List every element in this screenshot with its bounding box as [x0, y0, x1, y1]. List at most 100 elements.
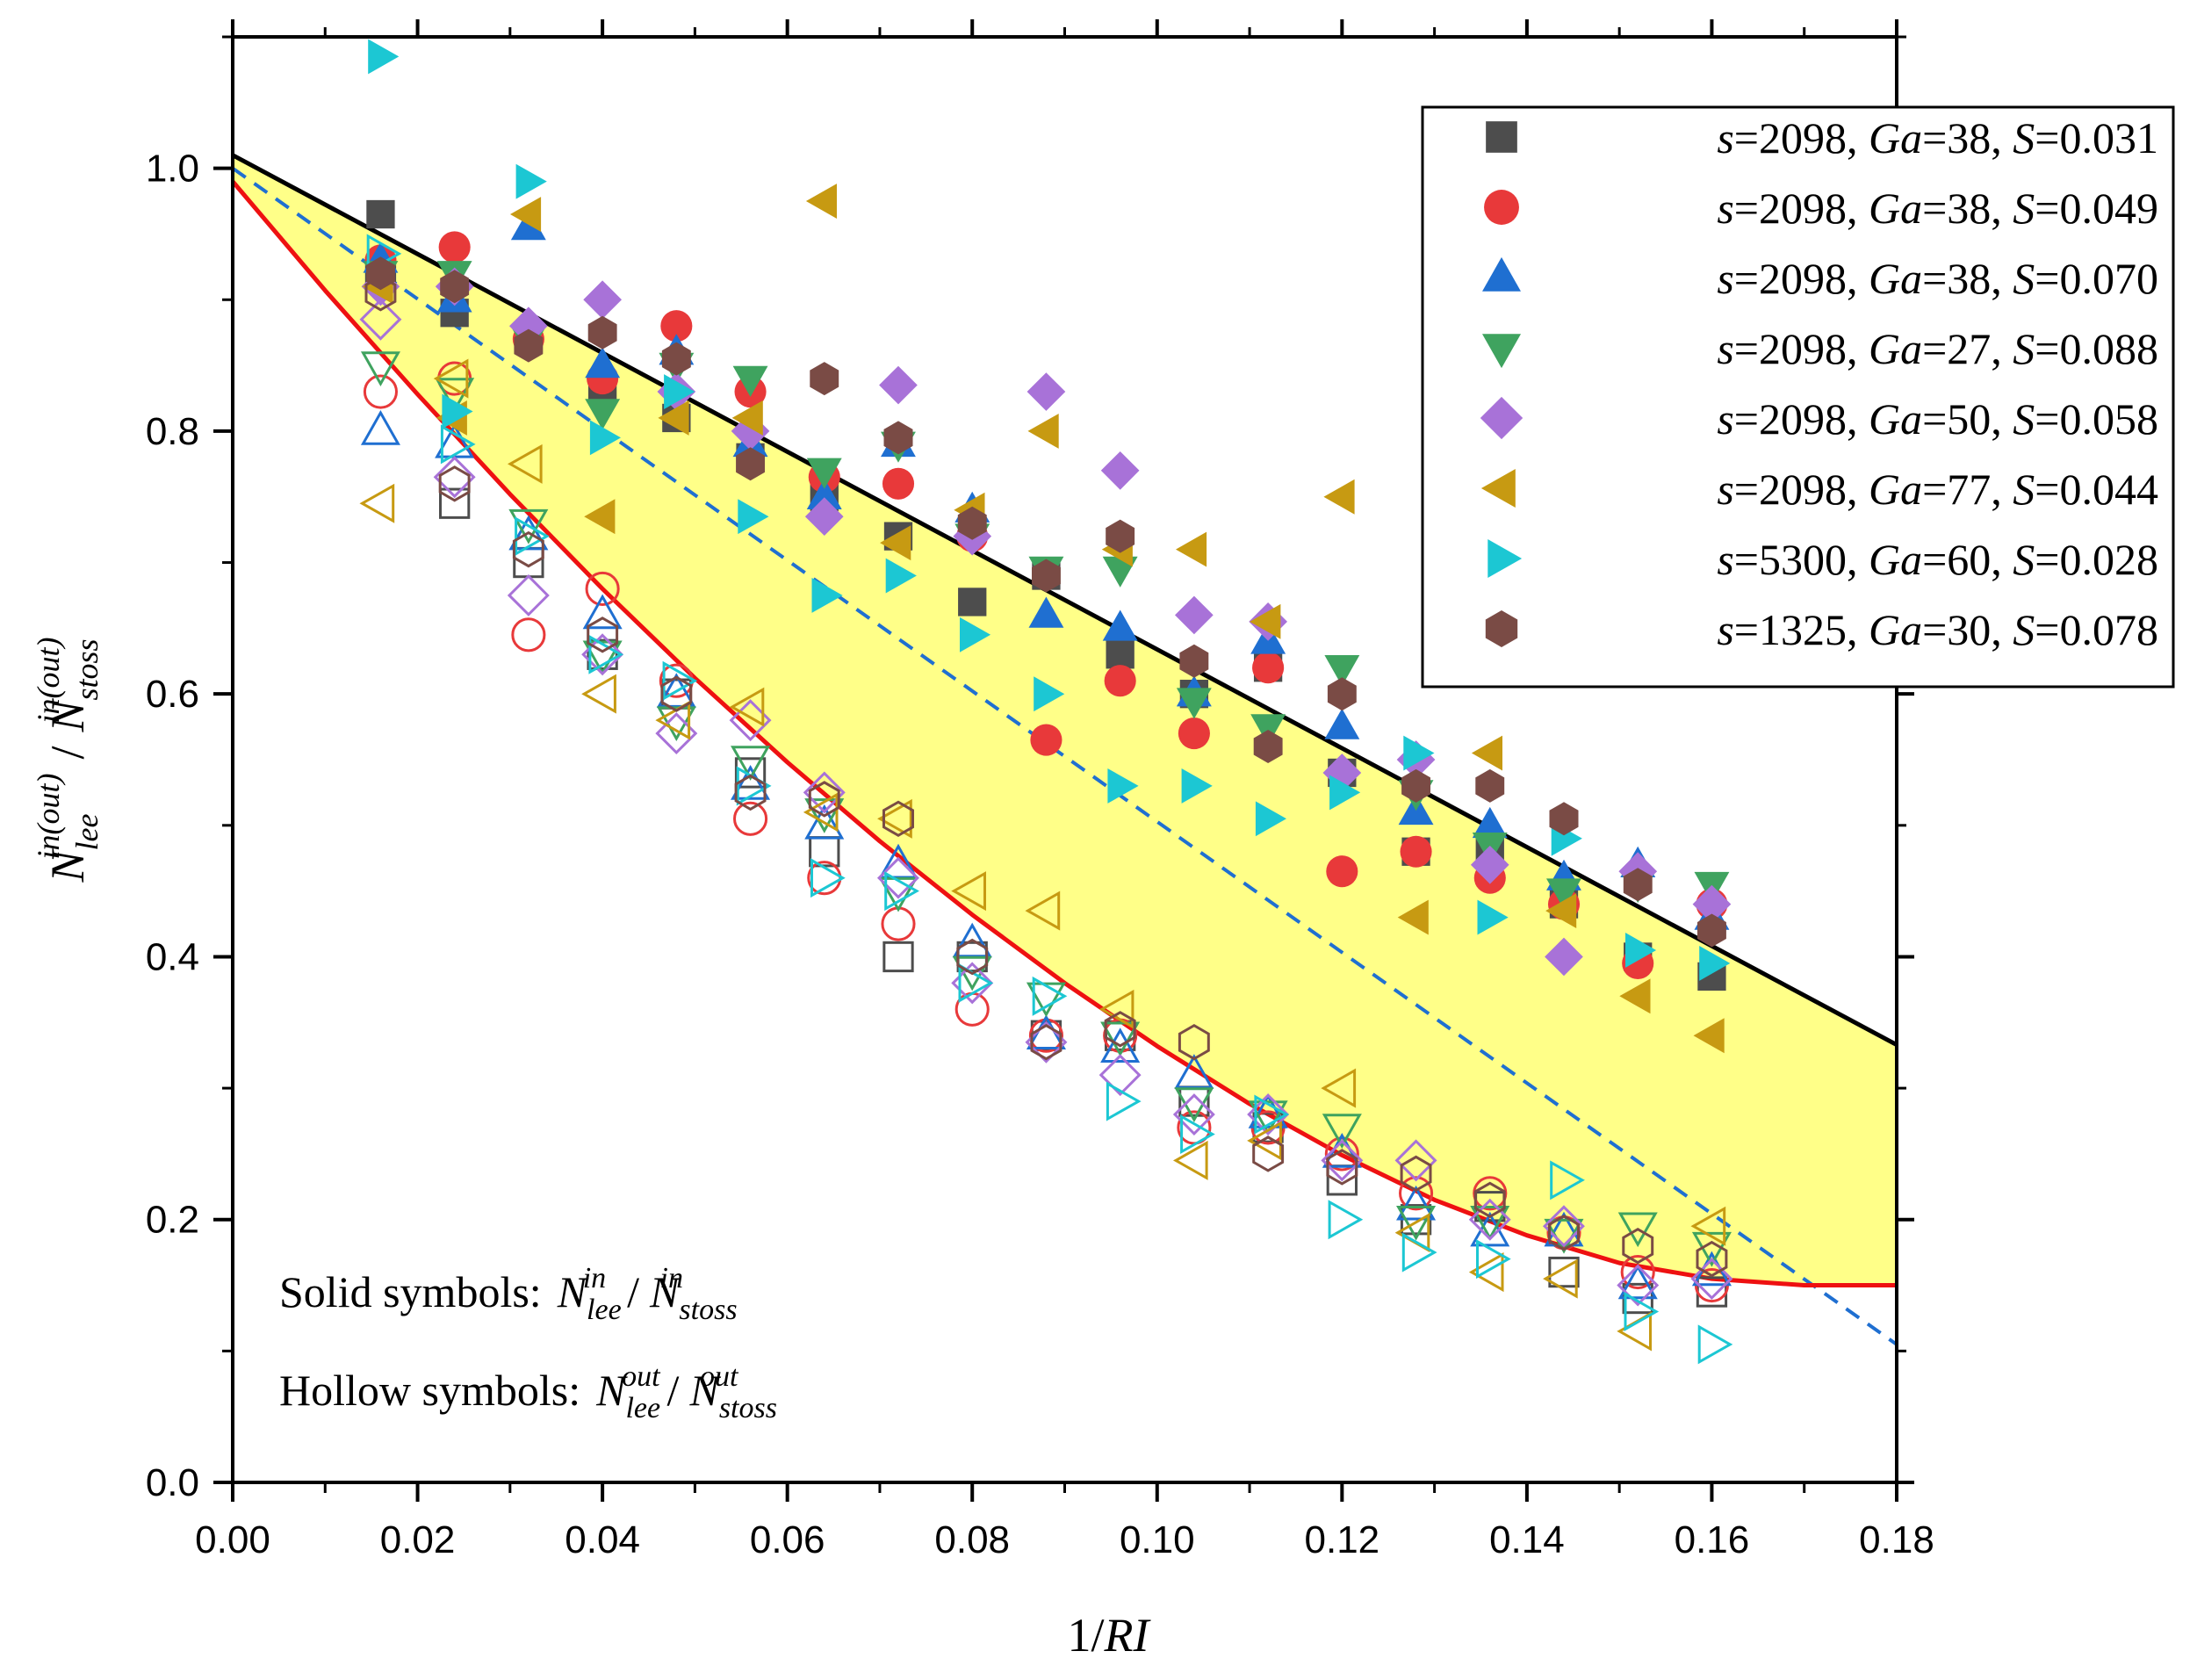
legend-part: = — [1734, 605, 1759, 654]
hollow-point-s4-18 — [1690, 1258, 1733, 1301]
legend-part: 0.078 — [2060, 605, 2159, 654]
solid-point-s7-6 — [810, 362, 839, 396]
hollow-point-s4-1 — [433, 456, 476, 499]
legend-part: Ga — [1869, 184, 1922, 233]
solid-point-s7-2 — [514, 328, 544, 363]
legend-label-0: s=2098, Ga=38, S=0.031 — [1717, 113, 2158, 162]
legend-part: 0.031 — [2060, 113, 2159, 162]
solid-point-s5-18 — [1693, 1018, 1725, 1054]
hollow-point-s4-10 — [1098, 1054, 1142, 1097]
solid-point-s7-13 — [1327, 677, 1357, 711]
legend-part: Ga — [1869, 254, 1922, 303]
legend-part: = — [1734, 324, 1759, 373]
hollow-d-sup: out — [700, 1360, 739, 1393]
solid-point-s5-4 — [658, 400, 689, 436]
y-tick-label: 0.4 — [146, 935, 199, 978]
hollow-point-s5-6 — [803, 792, 839, 833]
legend-part: 5300 — [1759, 535, 1847, 584]
legend-part: , — [1847, 605, 1869, 654]
legend-part: = — [2035, 184, 2059, 233]
hollow-point-s6-4 — [662, 660, 698, 701]
legend-part: s — [1717, 394, 1733, 443]
legend-part: , — [1847, 535, 1869, 584]
legend-part: s — [1717, 535, 1733, 584]
legend-part: s — [1717, 184, 1733, 233]
legend-entry-2: s=2098, Ga=38, S=0.070 — [1482, 254, 2158, 303]
legend-entry-5: s=2098, Ga=77, S=0.044 — [1480, 465, 2158, 514]
legend-part: S — [2013, 113, 2035, 162]
legend-part: , — [1991, 254, 2013, 303]
solid-point-s1-4 — [660, 310, 693, 342]
legend-label-6: s=5300, Ga=60, S=0.028 — [1717, 535, 2158, 584]
legend-marker-3 — [1482, 334, 1521, 369]
solid-point-s7-18 — [1697, 913, 1726, 948]
legend-label-5: s=2098, Ga=77, S=0.044 — [1717, 465, 2158, 514]
hollow-point-s7-17 — [1622, 1227, 1654, 1265]
hollow-point-s4-2 — [507, 573, 550, 616]
hollow-point-s5-16 — [1543, 1258, 1578, 1299]
solid-point-s5-11 — [1176, 531, 1207, 567]
x-axis-title-var: RI — [1104, 1609, 1152, 1662]
annotation-hollow: Hollow symbols: Nleeout / Nstossout — [279, 1360, 777, 1424]
legend-label-3: s=2098, Ga=27, S=0.088 — [1717, 324, 2158, 373]
solid-point-s5-13 — [1323, 479, 1355, 515]
legend-part: , — [1847, 324, 1869, 373]
svg-text:Solid symbols:Nleein/Nstossin: Solid symbols: Nleein / Nstossin — [279, 1262, 738, 1326]
solid-point-s5-5 — [731, 400, 763, 436]
solid-point-s1-12 — [1252, 652, 1285, 684]
legend-part: Ga — [1869, 465, 1922, 514]
hollow-point-s3-0 — [360, 351, 400, 387]
hollow-point-s5-9 — [1025, 890, 1061, 931]
solid-d-sub: stoss — [679, 1294, 737, 1326]
hollow-point-s3-14 — [1396, 1206, 1437, 1241]
hollow-point-s6-14 — [1401, 1232, 1437, 1273]
solid-n-sup: in — [583, 1262, 606, 1294]
solid-point-s6-15 — [1477, 899, 1509, 935]
legend-part: , — [1847, 465, 1869, 514]
solid-point-s5-17 — [1619, 978, 1651, 1014]
legend-part: Ga — [1869, 324, 1922, 373]
hollow-point-s7-14 — [1400, 1155, 1432, 1193]
legend-part: 0.058 — [2060, 394, 2159, 443]
hollow-point-s3-7 — [878, 876, 918, 912]
legend-part: , — [1991, 535, 2013, 584]
legend-entry-4: s=2098, Ga=50, S=0.058 — [1480, 394, 2158, 443]
y-title-n-sup: in(out) — [31, 774, 66, 860]
legend-label-4: s=2098, Ga=50, S=0.058 — [1717, 394, 2158, 443]
hollow-point-s4-11 — [1172, 1093, 1215, 1136]
hollow-point-s1-5 — [733, 801, 768, 836]
y-title-slash: / — [41, 746, 94, 760]
hollow-point-s3-12 — [1248, 1100, 1288, 1136]
legend-part: , — [1847, 394, 1869, 443]
hollow-point-s4-17 — [1617, 1264, 1660, 1307]
legend-part: 38 — [1947, 254, 1991, 303]
legend-part: = — [1734, 394, 1759, 443]
legend-part: 2098 — [1759, 113, 1847, 162]
legend-part: Ga — [1869, 605, 1922, 654]
solid-point-s5-12 — [1250, 603, 1281, 639]
solid-point-s4-15 — [1470, 845, 1509, 884]
legend-part: = — [2035, 254, 2059, 303]
solid-slash: / — [627, 1267, 639, 1316]
solid-point-s4-7 — [879, 365, 918, 405]
hollow-point-s4-0 — [359, 298, 402, 341]
solid-point-s5-9 — [1027, 414, 1059, 449]
legend-part: = — [1922, 605, 1947, 654]
y-title-n-sub: lee — [69, 814, 104, 851]
legend-marker-1 — [1484, 190, 1519, 225]
hollow-point-s2-17 — [1617, 1264, 1658, 1300]
y-tick-label: 0.8 — [146, 410, 199, 453]
legend-part: = — [1922, 394, 1947, 443]
legend-part: 27 — [1947, 324, 1991, 373]
solid-point-s5-7 — [880, 525, 911, 561]
x-axis-title: 1/RI — [1068, 1609, 1152, 1662]
x-tick-label: 0.00 — [195, 1518, 270, 1561]
hollow-point-s7-12 — [1252, 1136, 1285, 1172]
hollow-n-sup: out — [622, 1360, 661, 1393]
legend-part: = — [1734, 184, 1759, 233]
hollow-point-s7-13 — [1326, 1149, 1358, 1186]
hollow-point-s4-16 — [1542, 1205, 1585, 1248]
legend-marker-0 — [1486, 121, 1517, 153]
solid-point-s5-3 — [584, 499, 616, 535]
hollow-point-s5-18 — [1690, 1206, 1726, 1246]
